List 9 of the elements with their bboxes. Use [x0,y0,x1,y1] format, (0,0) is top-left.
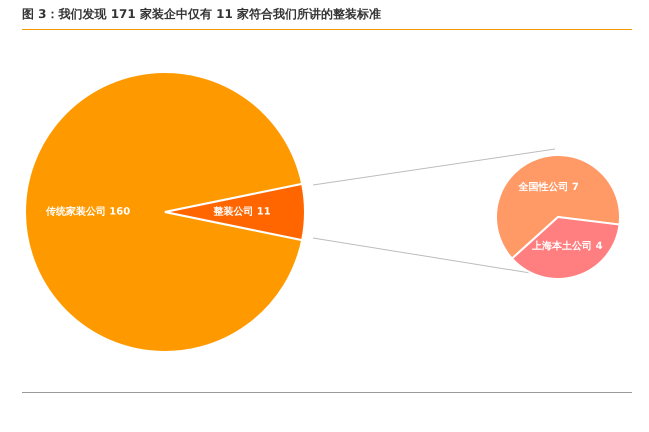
chart-title: 图 3：我们发现 171 家装企中仅有 11 家符合我们所讲的整装标准 [22,6,632,30]
slice-label: 上海本土公司 [531,240,596,252]
slice-label: 传统家装公司 [44,206,110,218]
data-label: 160 [109,206,130,218]
data-label: 11 [256,206,271,218]
data-label: 7 [572,182,579,194]
slice-label: 整装公司 [212,206,257,218]
data-label: 4 [596,241,603,252]
slice-label: 全国性公司 [517,181,572,194]
